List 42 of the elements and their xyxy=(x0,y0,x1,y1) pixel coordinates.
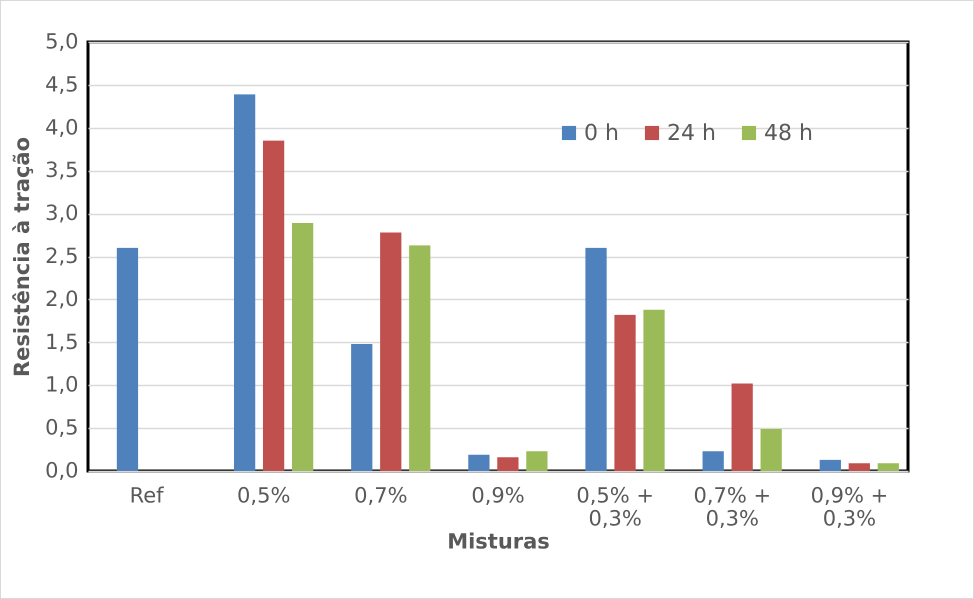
bar xyxy=(820,460,841,471)
bar xyxy=(262,140,284,471)
x-tick-label: 0,9% + 0,3% xyxy=(810,484,888,530)
bar xyxy=(497,457,519,471)
bar xyxy=(760,428,782,471)
y-tick-label: 1,5 xyxy=(45,330,78,354)
x-tick-label: 0,9% xyxy=(471,484,525,508)
x-tick-label: Ref xyxy=(130,484,164,508)
legend-label: 48 h xyxy=(764,121,813,146)
bar xyxy=(116,248,138,471)
x-axis-title: Misturas xyxy=(447,530,550,554)
x-tick-label: 0,5% xyxy=(237,484,290,508)
bar xyxy=(409,245,430,471)
bar xyxy=(878,463,899,471)
x-tick-label: 0,7% xyxy=(354,484,408,508)
bar xyxy=(468,454,490,471)
y-tick-label: 0,5 xyxy=(45,416,78,440)
y-tick-label: 4,0 xyxy=(45,115,78,140)
bar xyxy=(848,463,870,471)
bar xyxy=(526,451,548,471)
bar xyxy=(292,223,314,471)
x-tick-label: 0,7% + 0,3% xyxy=(693,484,772,530)
bar xyxy=(234,94,256,471)
bar xyxy=(614,314,636,471)
y-tick-label: 2,5 xyxy=(45,244,78,268)
y-tick-label: 3,5 xyxy=(45,158,78,182)
bar xyxy=(643,310,665,471)
bar xyxy=(585,248,607,471)
y-tick-label: 3,0 xyxy=(45,201,78,226)
y-tick-label: 1,0 xyxy=(45,372,78,397)
legend-label: 0 h xyxy=(584,121,619,146)
bar xyxy=(732,383,753,471)
y-tick-label: 0,0 xyxy=(45,458,78,482)
bar xyxy=(702,451,724,471)
y-tick-label: 4,5 xyxy=(45,72,78,96)
y-tick-label: 5,0 xyxy=(45,30,78,54)
bar xyxy=(351,344,372,471)
y-axis-title: Resistência à tração xyxy=(10,136,34,378)
legend-label: 24 h xyxy=(667,121,716,146)
x-tick-label: 0,5% + 0,3% xyxy=(576,484,654,530)
bar xyxy=(380,232,402,471)
y-tick-label: 2,0 xyxy=(45,286,78,311)
